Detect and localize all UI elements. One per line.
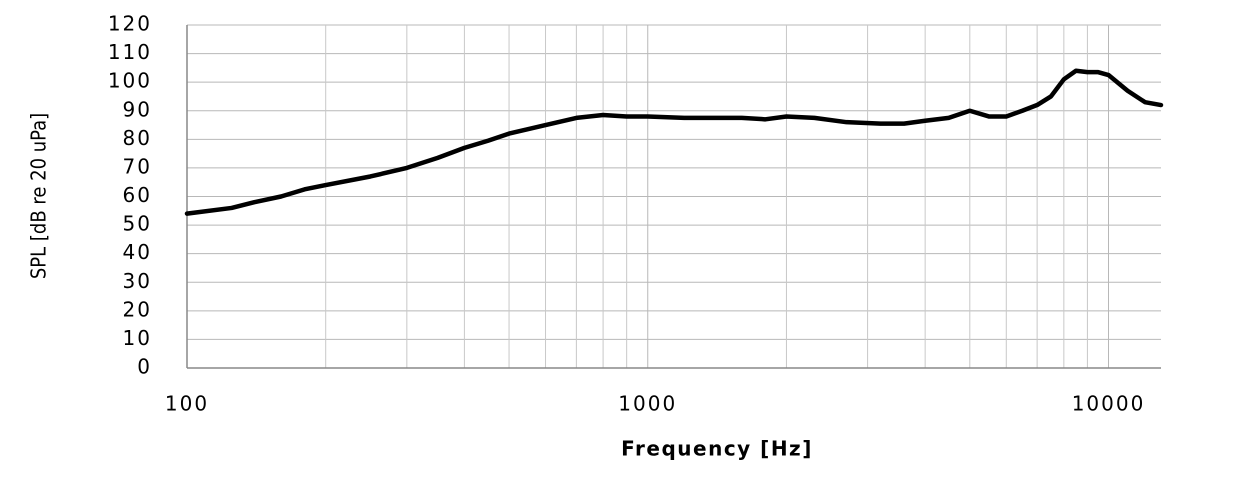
y-tick-label: 20 — [123, 297, 152, 321]
x-axis-label: Frequency [Hz] — [621, 437, 813, 461]
y-tick-label: 120 — [108, 12, 152, 36]
y-tick-label: 80 — [123, 126, 152, 150]
y-axis-label: SPL [dB re 20 uPa] — [27, 113, 51, 279]
y-tick-label: 90 — [123, 97, 152, 121]
y-tick-label: 30 — [123, 269, 152, 293]
y-tick-label: 0 — [137, 355, 152, 379]
y-tick-label: 110 — [108, 40, 152, 64]
y-tick-label: 100 — [108, 69, 152, 93]
line — [184, 68, 1164, 216]
x-tick-label: 10000 — [1072, 392, 1146, 416]
grid — [186, 24, 1161, 369]
y-tick-label: 60 — [123, 183, 152, 207]
x-tick-label: 100 — [165, 392, 209, 416]
y-tick-label: 50 — [123, 212, 152, 236]
y-tick-label: 10 — [123, 326, 152, 350]
y-tick-label: 40 — [123, 240, 152, 264]
x-tick-label: 1000 — [618, 392, 677, 416]
y-tick-label: 70 — [123, 154, 152, 178]
